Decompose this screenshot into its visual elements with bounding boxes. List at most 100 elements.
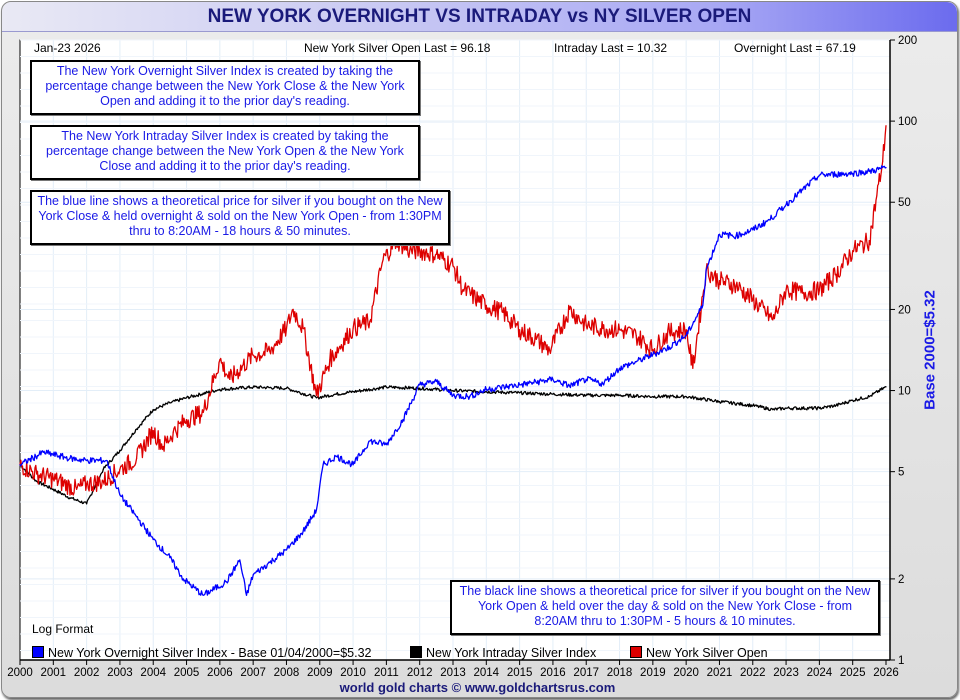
data-point-intraday [69, 497, 71, 499]
data-point-overnight [735, 235, 737, 237]
data-point-overnight [602, 383, 604, 385]
data-point-overnight [322, 464, 324, 466]
data-point-overnight [452, 394, 454, 396]
data-point-intraday [152, 409, 154, 411]
legend-label-intraday: New York Intraday Silver Index [426, 646, 597, 660]
data-point-overnight [818, 174, 821, 176]
x-tick-label: 2014 [474, 667, 500, 679]
data-point-silver_open [202, 411, 204, 413]
x-tick-label: 2017 [573, 667, 599, 679]
data-point-overnight [868, 170, 870, 173]
data-point-intraday [772, 409, 774, 411]
data-point-intraday [585, 394, 587, 396]
y-tick-label: 5 [898, 467, 904, 479]
data-point-silver_open [152, 430, 154, 432]
data-point-overnight [685, 335, 687, 337]
x-tick-label: 2026 [873, 667, 899, 679]
data-point-overnight [86, 459, 88, 462]
data-point-overnight [852, 172, 854, 174]
data-point-overnight [519, 384, 521, 386]
data-point-overnight [285, 549, 288, 551]
data-point-silver_open [409, 250, 411, 252]
x-tick-label: 2024 [807, 667, 833, 679]
data-point-intraday [119, 449, 121, 451]
data-point-silver_open [452, 265, 454, 267]
x-tick-label: 2013 [440, 667, 466, 679]
data-point-intraday [519, 392, 521, 394]
data-point-silver_open [602, 327, 604, 330]
data-point-silver_open [292, 308, 294, 310]
data-point-overnight [385, 444, 387, 446]
legend-item-overnight: New York Overnight Silver Index - Base 0… [32, 646, 371, 660]
x-tick-label: 2000 [7, 667, 33, 679]
data-point-overnight [106, 459, 108, 462]
data-point-overnight [768, 219, 771, 221]
data-point-silver_open [652, 348, 654, 351]
legend-swatch-blue [32, 646, 44, 658]
y-tick-label: 10 [898, 386, 911, 398]
data-point-overnight [269, 561, 271, 564]
data-point-silver_open [369, 321, 371, 323]
data-point-intraday [485, 391, 487, 393]
data-point-overnight [136, 516, 138, 518]
data-point-silver_open [692, 367, 694, 369]
data-point-silver_open [535, 338, 537, 340]
data-point-overnight [335, 455, 337, 457]
data-point-overnight [152, 538, 154, 541]
x-tick-label: 2021 [707, 667, 733, 679]
data-point-silver_open [435, 253, 437, 255]
title-bar: NEW YORK OVERNIGHT VS INTRADAY vs NY SIL… [2, 2, 957, 32]
data-point-silver_open [835, 273, 837, 275]
x-tick-label: 2011 [374, 667, 399, 679]
data-point-overnight [585, 378, 587, 380]
data-point-silver_open [219, 359, 221, 361]
data-point-overnight [552, 378, 554, 380]
data-point-overnight [802, 189, 804, 191]
data-point-intraday [685, 396, 687, 398]
x-tick-label: 2020 [673, 667, 699, 679]
y-tick-label: 200 [898, 35, 917, 47]
data-point-silver_open [585, 324, 587, 326]
legend-label-silver-open: New York Silver Open [646, 646, 768, 660]
data-point-intraday [818, 407, 821, 409]
data-point-intraday [652, 396, 654, 398]
y-tick-label: 100 [898, 116, 917, 128]
data-point-silver_open [269, 350, 271, 352]
data-point-intraday [315, 397, 317, 399]
data-point-silver_open [785, 289, 787, 291]
data-point-silver_open [549, 349, 551, 351]
note-intraday-index: The New York Intraday Silver Index is cr… [30, 125, 420, 180]
data-point-overnight [885, 167, 887, 169]
data-point-overnight [42, 451, 44, 453]
data-point-intraday [868, 396, 870, 398]
legend-item-silver-open: New York Silver Open [630, 646, 768, 660]
x-tick-label: 2002 [74, 667, 100, 679]
data-point-overnight [202, 594, 204, 596]
intraday-last: Intraday Last = 10.32 [554, 41, 668, 55]
data-point-intraday [169, 402, 171, 404]
data-point-overnight [169, 557, 171, 559]
data-point-intraday [452, 390, 454, 392]
data-point-silver_open [419, 250, 421, 252]
data-point-silver_open [119, 468, 121, 470]
y-tick-label: 2 [898, 574, 904, 586]
data-point-intraday [352, 391, 354, 393]
data-point-overnight [835, 173, 837, 175]
data-point-overnight [668, 346, 671, 348]
data-point-intraday [36, 480, 38, 482]
y-tick-label: 50 [898, 197, 911, 209]
data-point-intraday [419, 387, 421, 389]
data-point-silver_open [252, 354, 254, 356]
x-tick-label: 2004 [140, 667, 166, 679]
data-point-silver_open [162, 445, 164, 448]
data-point-silver_open [485, 304, 487, 306]
data-point-overnight [315, 509, 317, 511]
note-black-line: The black line shows a theoretical price… [450, 580, 880, 635]
data-point-intraday [136, 428, 138, 430]
data-point-overnight [485, 388, 487, 390]
data-point-silver_open [752, 299, 754, 301]
data-point-intraday [835, 404, 837, 407]
data-point-silver_open [718, 280, 721, 282]
x-tick-label: 2005 [174, 667, 200, 679]
data-point-overnight [785, 204, 787, 206]
